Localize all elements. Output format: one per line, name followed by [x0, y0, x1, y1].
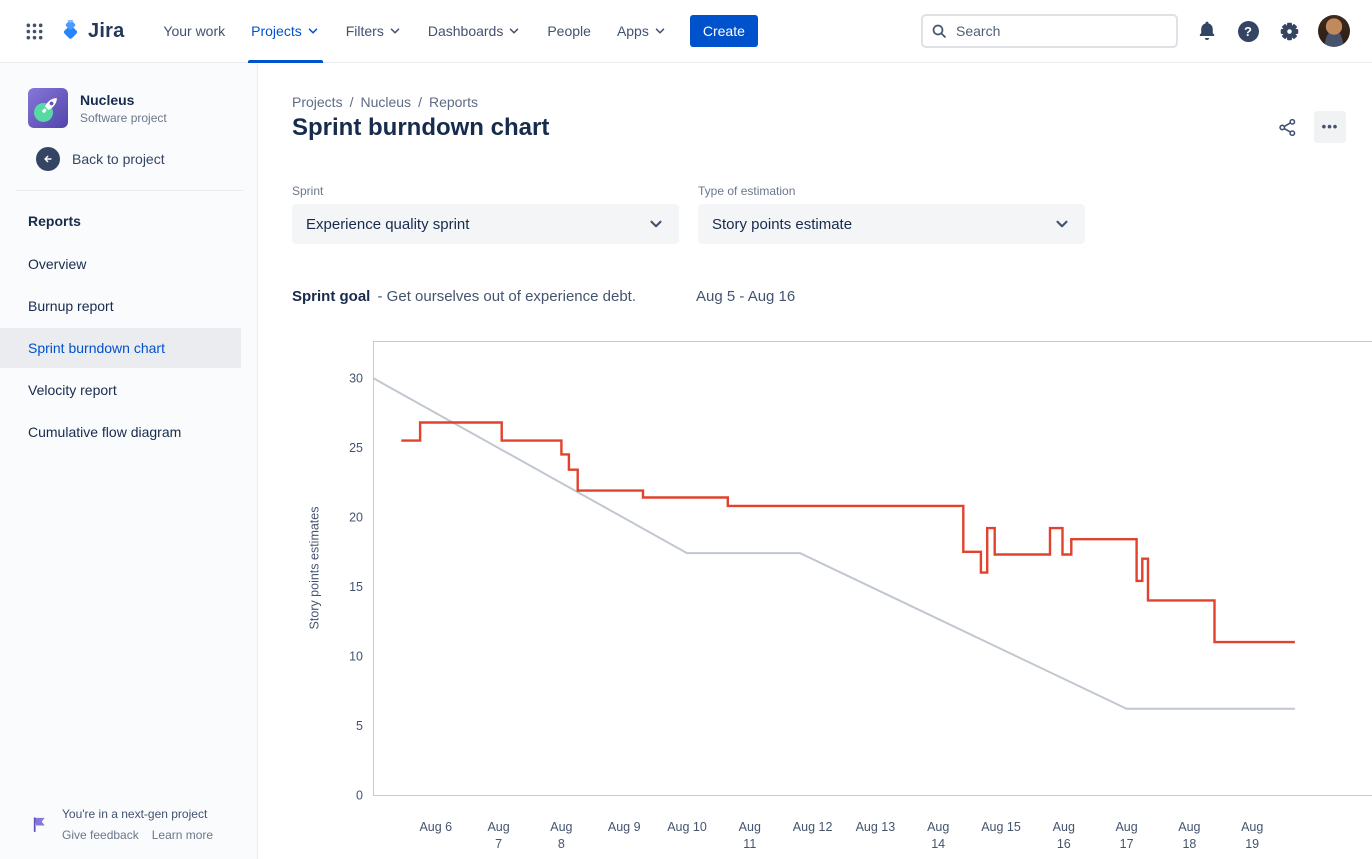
sidebar-item-cumulative-flow-diagram[interactable]: Cumulative flow diagram — [28, 424, 182, 440]
project-avatar-rocket-icon — [28, 88, 68, 128]
topbar-icon-cluster: ? — [1191, 15, 1350, 47]
sprint-goal-text: - Get ourselves out of experience debt. — [377, 288, 636, 305]
project-name: Nucleus — [80, 91, 135, 108]
estimation-filter-label: Type of estimation — [698, 184, 796, 198]
share-icon — [1278, 118, 1295, 136]
nav-item-your-work[interactable]: Your work — [163, 23, 226, 39]
sidebar-item-overview[interactable]: Overview — [28, 256, 87, 272]
svg-text:30: 30 — [349, 372, 363, 386]
back-arrow-icon — [36, 147, 60, 171]
svg-text:20: 20 — [349, 511, 363, 525]
chevron-down-icon — [390, 28, 400, 34]
project-header: Nucleus Software project — [0, 63, 257, 128]
sidebar-item-velocity-report[interactable]: Velocity report — [28, 382, 117, 398]
sprint-filter-label: Sprint — [292, 184, 324, 198]
svg-text:Aug 9: Aug 9 — [608, 820, 641, 834]
svg-text:10: 10 — [349, 650, 363, 664]
reports-section-title: Reports — [28, 213, 81, 229]
breadcrumb-reports[interactable]: Reports — [428, 94, 478, 110]
svg-text:Aug 12: Aug 12 — [793, 820, 833, 834]
search-box[interactable] — [921, 14, 1178, 48]
nav-item-apps[interactable]: Apps — [604, 0, 680, 63]
sidebar-footer: You're in a next-gen project Give feedba… — [30, 807, 213, 842]
main-content: Projects / Nucleus / Reports Sprint burn… — [258, 63, 1372, 859]
share-button[interactable] — [1272, 111, 1302, 143]
page-actions: ••• — [1272, 111, 1346, 143]
nav-item-projects[interactable]: Projects — [238, 0, 333, 63]
chevron-down-icon — [1056, 220, 1068, 228]
project-type: Software project — [80, 110, 167, 125]
chevron-down-icon — [650, 220, 662, 228]
app-switcher-button[interactable] — [18, 15, 50, 47]
gear-icon — [1280, 22, 1298, 40]
breadcrumb: Projects / Nucleus / Reports — [292, 94, 478, 110]
learn-more-link[interactable]: Learn more — [151, 828, 214, 842]
search-icon — [932, 24, 946, 38]
sidebar-item-burnup-report[interactable]: Burnup report — [28, 298, 114, 314]
svg-text:Aug 6: Aug 6 — [419, 820, 452, 834]
user-avatar[interactable] — [1318, 15, 1350, 47]
next-gen-note: You're in a next-gen project — [62, 807, 208, 821]
burndown-chart-svg: 0 5 10 15 20 25 30 Aug 6 Aug 7 Aug 8 Aug 9 Aug 10 Aug 1… — [349, 341, 1372, 851]
jira-logo-text: Jira — [88, 19, 125, 42]
page-title: Sprint burndown chart — [292, 114, 550, 141]
more-actions-button[interactable]: ••• — [1314, 111, 1346, 143]
give-feedback-link[interactable]: Give feedback — [62, 828, 139, 842]
svg-text:Aug 10: Aug 10 — [667, 820, 707, 834]
settings-button[interactable] — [1273, 15, 1305, 47]
sidebar-item-sprint-burndown-chart[interactable]: Sprint burndown chart — [0, 328, 241, 368]
nav-item-filters[interactable]: Filters — [333, 0, 415, 63]
sprint-goal-label: Sprint goal — [292, 288, 371, 305]
svg-text:25: 25 — [349, 441, 363, 455]
jira-logo[interactable]: Jira — [59, 19, 125, 43]
nav-item-dashboards[interactable]: Dashboards — [415, 0, 535, 63]
breadcrumb-projects[interactable]: Projects — [292, 94, 343, 110]
svg-text:0: 0 — [356, 789, 363, 803]
y-axis-label: Story points estimates — [307, 506, 321, 630]
chevron-down-icon — [655, 28, 665, 34]
svg-text:5: 5 — [356, 719, 363, 733]
app-grid-icon — [26, 23, 42, 39]
search-input[interactable] — [954, 22, 1168, 40]
help-button[interactable]: ? — [1232, 15, 1264, 47]
svg-text:Aug 15: Aug 15 — [981, 820, 1021, 834]
svg-text:Aug 13: Aug 13 — [856, 820, 896, 834]
chevron-down-icon — [308, 28, 318, 34]
notifications-button[interactable] — [1191, 15, 1223, 47]
nav-item-people[interactable]: People — [547, 23, 591, 39]
create-button[interactable]: Create — [689, 15, 758, 47]
feedback-flag-icon — [33, 817, 45, 833]
burndown-chart: Story points estimates 0 5 10 15 20 25 30 Aug 6… — [296, 341, 1372, 859]
bell-icon — [1199, 21, 1215, 40]
estimation-select[interactable]: Story points estimate — [698, 204, 1085, 244]
sprint-goal-row: Sprint goal - Get ourselves out of exper… — [292, 288, 795, 305]
jira-logo-icon — [63, 19, 78, 39]
top-navigation-bar: Jira Your work Projects Filters Dashboar… — [0, 0, 1372, 63]
report-filters: Sprint Experience quality sprint Type of… — [292, 184, 1085, 244]
reports-nav: Overview Burnup report Sprint burndown c… — [0, 244, 257, 452]
breadcrumb-nucleus[interactable]: Nucleus — [360, 94, 412, 110]
back-to-project-link[interactable]: Back to project — [0, 147, 257, 171]
help-icon: ? — [1237, 20, 1259, 42]
sprint-select[interactable]: Experience quality sprint — [292, 204, 679, 244]
project-sidebar: Nucleus Software project Back to project… — [0, 63, 258, 859]
chevron-down-icon — [510, 28, 519, 34]
sprint-date-range: Aug 5 - Aug 16 — [696, 288, 796, 305]
primary-nav: Your work Projects Filters Dashboards Pe… — [150, 0, 679, 63]
svg-text:15: 15 — [349, 580, 363, 594]
sidebar-divider — [16, 190, 243, 191]
